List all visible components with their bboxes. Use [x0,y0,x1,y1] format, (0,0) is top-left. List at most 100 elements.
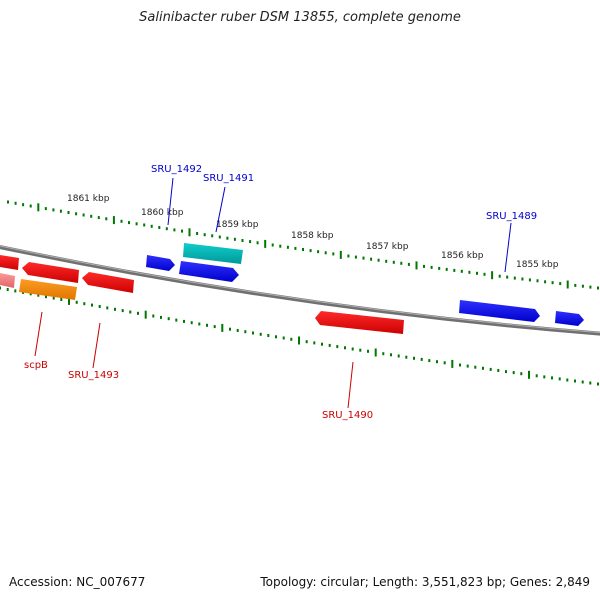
scale-minor-tick [45,295,47,299]
scale-major-tick [374,348,377,357]
scale-minor-tick [520,372,523,376]
scale-minor-tick [137,311,139,315]
scale-minor-tick [279,244,282,248]
scale-label: 1860 kbp [141,208,184,218]
gene-arrow[interactable] [0,273,15,288]
label-leader [347,361,354,409]
scale-minor-tick [405,355,408,359]
scale-minor-tick [206,323,208,327]
scale-major-tick [566,280,569,289]
scale-minor-tick [97,216,100,220]
gene-label[interactable]: SRU_1491 [203,173,254,184]
scale-minor-tick [528,278,531,282]
scale-major-tick [491,271,494,280]
scale-minor-tick [6,288,9,291]
scale-minor-tick [460,269,463,273]
scale-minor-tick [521,277,524,281]
scale-minor-tick [328,343,331,347]
gene-arrow[interactable] [19,279,77,300]
scale-minor-tick [213,325,216,329]
gene-label[interactable]: SRU_1492 [151,164,202,175]
scale-minor-tick [413,356,415,360]
scale-minor-tick [423,264,425,268]
scale-minor-tick [305,340,308,344]
scale-minor-tick [294,246,297,250]
scale-minor-tick [347,254,350,258]
scale-minor-tick [59,209,62,213]
genome-backbone-highlight [0,245,600,334]
scale-minor-tick [513,276,516,280]
scale-minor-tick [397,354,400,358]
scale-minor-tick [152,314,155,318]
gene-label[interactable]: scpB [24,360,48,371]
scale-minor-tick [370,257,373,261]
scale-minor-tick [474,365,477,369]
scale-minor-tick [282,336,285,340]
scale-minor-tick [226,236,229,240]
scale-minor-tick [400,261,403,265]
accession-text: Accession: NC_007677 [9,575,146,589]
scale-minor-tick [551,281,554,285]
gene-arrow[interactable] [459,300,540,322]
gene-arrow[interactable] [22,262,79,283]
scale-minor-tick [29,204,32,208]
scale-minor-tick [105,217,108,221]
gene-label[interactable]: SRU_1493 [68,370,119,381]
scale-major-tick [221,323,224,332]
scale-major-tick [144,310,147,319]
scale-minor-tick [44,207,47,211]
scale-minor-tick [535,374,538,378]
gene-arrow[interactable] [82,272,134,293]
scale-label: 1858 kbp [291,231,334,241]
gene-arrow[interactable] [0,255,19,270]
scale-minor-tick [75,212,78,216]
scale-minor-tick [229,327,231,331]
scale-minor-tick [60,298,63,301]
scale-minor-tick [382,352,385,356]
gene-arrow[interactable] [179,261,239,282]
scale-minor-tick [129,310,132,314]
scale-minor-tick [428,359,431,363]
scale-minor-tick [0,286,1,290]
label-leader [215,186,226,233]
gene-arrow[interactable] [146,255,175,271]
scale-minor-tick [7,200,9,204]
scale-minor-tick [512,371,515,375]
scale-minor-tick [336,345,339,349]
scale-minor-tick [574,379,576,383]
scale-minor-tick [597,382,599,386]
scale-minor-tick [581,284,584,288]
scale-minor-tick [52,296,55,300]
scale-minor-tick [344,346,346,350]
scale-minor-tick [544,280,547,284]
scale-minor-tick [498,274,501,278]
scale-minor-tick [430,265,433,269]
scale-minor-tick [75,300,78,304]
scale-minor-tick [597,286,599,290]
gene-arrow[interactable] [315,311,404,334]
gene-label[interactable]: SRU_1489 [486,211,537,222]
scale-minor-tick [309,249,312,253]
scale-minor-tick [244,330,247,334]
scale-minor-tick [482,366,484,370]
scale-minor-tick [175,318,178,322]
scale-major-tick [37,203,40,212]
gene-label[interactable]: SRU_1490 [322,410,373,421]
scale-minor-tick [165,227,168,231]
scale-minor-tick [536,279,539,283]
scale-minor-tick [443,361,446,365]
scale-minor-tick [252,331,254,335]
scale-minor-tick [362,256,365,260]
scale-minor-tick [241,239,244,242]
scale-major-tick [68,296,70,305]
scale-major-tick [451,359,454,368]
scale-minor-tick [14,201,17,205]
label-leader [167,177,174,226]
gene-arrow[interactable] [555,311,584,326]
label-leader [504,222,512,273]
gene-arrow[interactable] [183,243,243,264]
genome-backbone [0,244,600,336]
scale-minor-tick [218,235,221,239]
